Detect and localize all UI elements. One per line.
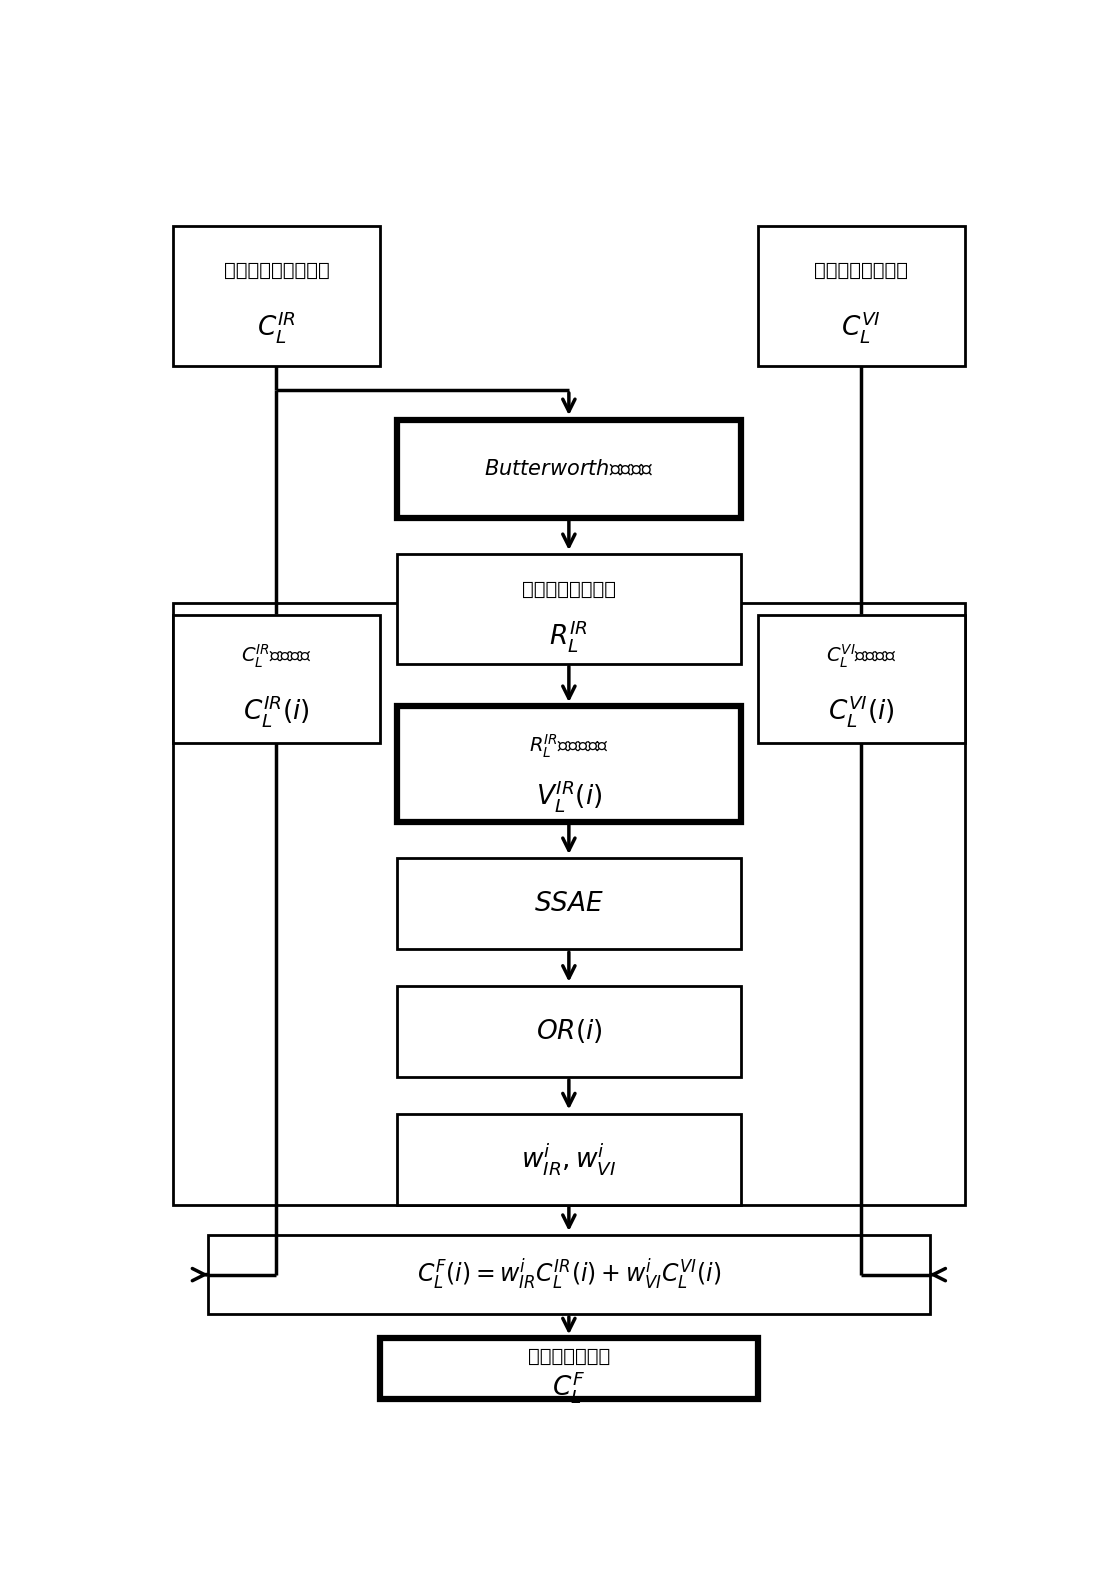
Text: $C_L^{VI}$: $C_L^{VI}$ [841, 308, 881, 344]
Text: $\mathit{Butterworth}$高通滤波: $\mathit{Butterworth}$高通滤波 [484, 459, 654, 478]
Text: $\mathit{OR}(i)$: $\mathit{OR}(i)$ [535, 1017, 603, 1045]
Text: 红外图像的低频子带: 红外图像的低频子带 [223, 261, 330, 279]
Text: $w_{IR}^{i},w_{VI}^{i}$: $w_{IR}^{i},w_{VI}^{i}$ [522, 1142, 616, 1176]
FancyBboxPatch shape [173, 616, 380, 742]
Text: 可见光图像子带系: 可见光图像子带系 [815, 261, 908, 279]
Text: $C_L^{VI}$系数子块: $C_L^{VI}$系数子块 [826, 643, 897, 669]
FancyBboxPatch shape [397, 554, 741, 663]
FancyBboxPatch shape [397, 859, 741, 949]
FancyBboxPatch shape [758, 226, 965, 366]
FancyBboxPatch shape [173, 226, 380, 366]
Text: $C_L^{IR}(i)$: $C_L^{IR}(i)$ [243, 693, 310, 729]
Text: $\mathit{SSAE}$: $\mathit{SSAE}$ [534, 891, 604, 917]
FancyBboxPatch shape [397, 985, 741, 1077]
FancyBboxPatch shape [208, 1235, 930, 1314]
Text: 锐化后的低频子带: 锐化后的低频子带 [522, 579, 616, 598]
Text: $C_L^{IR}$: $C_L^{IR}$ [256, 308, 296, 344]
Text: $C_L^F$: $C_L^F$ [553, 1369, 585, 1405]
FancyBboxPatch shape [380, 1339, 758, 1399]
FancyBboxPatch shape [758, 616, 965, 742]
Text: $C_L^F(i) = w_{IR}^i C_L^{IR}(i) + w_{VI}^i C_L^{VI}(i)$: $C_L^F(i) = w_{IR}^i C_L^{IR}(i) + w_{VI… [416, 1257, 722, 1292]
Text: $R_L^{IR}$: $R_L^{IR}$ [549, 619, 588, 654]
FancyBboxPatch shape [397, 420, 741, 518]
FancyBboxPatch shape [397, 706, 741, 821]
Text: $C_L^{IR}$系数小块: $C_L^{IR}$系数小块 [241, 643, 312, 669]
Text: $R_L^{IR}$的系数子块: $R_L^{IR}$的系数子块 [528, 733, 609, 761]
Text: 融合的低频子带: 融合的低频子带 [527, 1347, 611, 1366]
Text: $C_L^{VI}(i)$: $C_L^{VI}(i)$ [828, 693, 895, 729]
FancyBboxPatch shape [397, 1113, 741, 1205]
Text: $V_L^{IR}(i)$: $V_L^{IR}(i)$ [535, 778, 603, 815]
